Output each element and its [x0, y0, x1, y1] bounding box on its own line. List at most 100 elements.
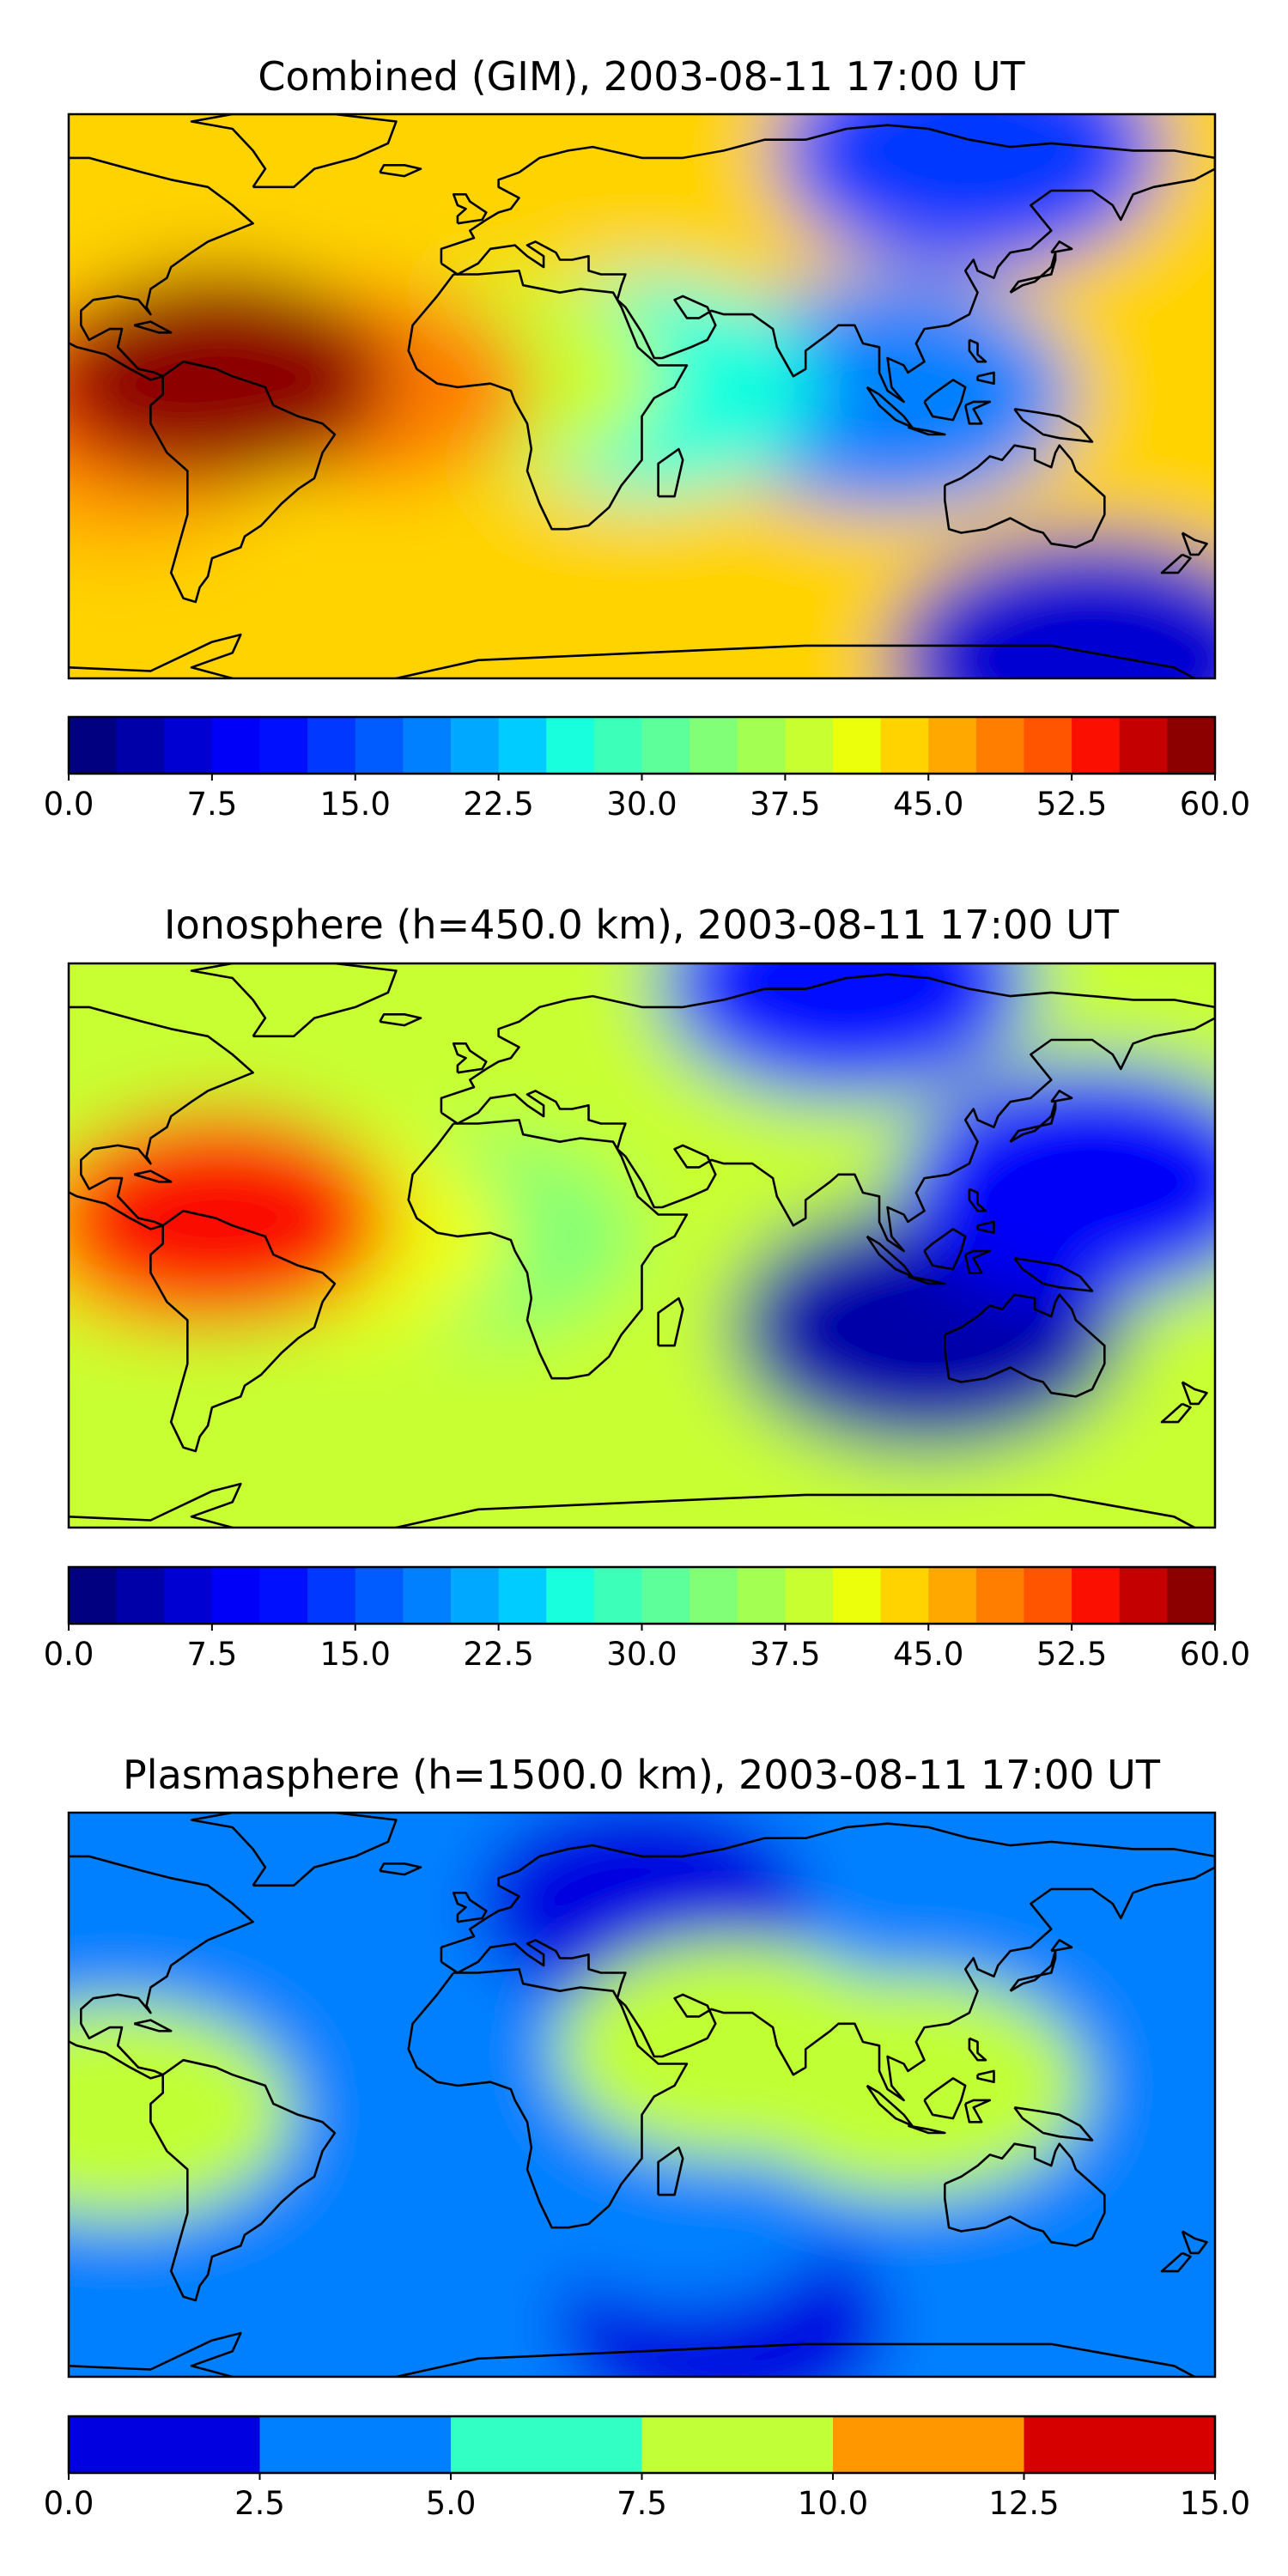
colorbar-segment — [69, 1567, 118, 1624]
colorbar-segment — [1024, 717, 1072, 774]
coastline — [944, 444, 1106, 549]
colorbar-segment — [641, 2416, 834, 2473]
field-blob — [286, 2081, 589, 2271]
colorbar-segment — [785, 1567, 834, 1624]
coastline — [379, 1862, 422, 1876]
panel-plasmasphere: Plasmasphere (h=1500.0 km), 2003-08-11 1… — [44, 1752, 1251, 2522]
coastline — [963, 1249, 992, 1274]
colorbar-tick-label: 12.5 — [988, 2485, 1059, 2522]
coastline — [69, 633, 1197, 678]
map-field — [69, 963, 1215, 1528]
panel-combined: Combined (GIM), 2003-08-11 17:00 UT 0.0 7… — [44, 53, 1251, 823]
colorbar-segment — [403, 717, 452, 774]
colorbar-segment — [164, 1567, 213, 1624]
colorbar-tick-label: 7.5 — [617, 2485, 667, 2522]
colorbar-segment — [833, 1567, 882, 1624]
colorbar-tick-label: 45.0 — [893, 1636, 963, 1673]
coastline — [1160, 1402, 1192, 1424]
coastline — [1050, 240, 1073, 254]
coastline — [407, 270, 689, 531]
colorbar-tick-label: 52.5 — [1036, 1636, 1107, 1673]
colorbar-segment — [164, 717, 213, 774]
colorbar-tick-label: 0.0 — [44, 1636, 94, 1673]
coastline — [907, 1275, 946, 1285]
colorbar-segment — [1119, 717, 1168, 774]
colorbar-segment — [69, 2416, 261, 2473]
coastline — [1050, 1939, 1073, 1953]
colorbar-segment — [116, 1567, 165, 1624]
coastline — [133, 2019, 173, 2032]
colorbar-segment — [593, 717, 643, 774]
coastline — [452, 1042, 488, 1074]
coastline-layer — [69, 963, 1215, 1528]
coastline — [149, 360, 337, 604]
colorbar-segment — [355, 1567, 404, 1624]
coastline-layer — [69, 1813, 1215, 2377]
coastline — [907, 426, 946, 436]
coastline — [1013, 1257, 1094, 1292]
coastline — [69, 1855, 254, 2080]
colorbar-segment — [1072, 1567, 1121, 1624]
coastline — [69, 156, 254, 381]
coastline — [968, 1188, 987, 1212]
coastline — [190, 963, 398, 1038]
colorbar: 0.0 7.5 15.0 22.5 30.0 37.5 45.0 52.5 60.0 — [44, 715, 1250, 823]
colorbar-segment — [690, 717, 738, 774]
coastline — [1050, 1090, 1073, 1103]
colorbar-segment — [307, 1567, 356, 1624]
colorbar-segment — [498, 717, 547, 774]
colorbar-segment — [975, 1567, 1025, 1624]
colorbar-tick-label: 60.0 — [1180, 1636, 1250, 1673]
field-blob — [889, 532, 1215, 678]
colorbar-segment — [355, 717, 404, 774]
colorbar-tick-label: 10.0 — [798, 2485, 868, 2522]
colorbar-tick-label: 0.0 — [44, 786, 94, 823]
coastline — [968, 338, 987, 363]
colorbar-segment — [451, 717, 500, 774]
colorbar-segment — [1024, 2416, 1216, 2473]
colorbar-tick-label: 45.0 — [893, 786, 963, 823]
colorbar-tick-label: 52.5 — [1036, 786, 1107, 823]
coastline — [407, 1968, 689, 2229]
coastline — [923, 379, 967, 422]
colorbar-segment — [259, 1567, 308, 1624]
colorbar-segment — [593, 1567, 643, 1624]
colorbar-tick-label: 15.0 — [320, 1636, 391, 1673]
coastline — [407, 1119, 689, 1380]
colorbar-segment — [785, 717, 834, 774]
colorbar-tick-label: 15.0 — [320, 786, 391, 823]
colorbar-tick-label: 22.5 — [463, 786, 533, 823]
coastline — [1009, 1949, 1057, 1992]
coastline — [907, 2124, 946, 2135]
colorbar-segment — [211, 1567, 261, 1624]
colorbar-tick-label: 22.5 — [463, 1636, 533, 1673]
colorbar-tick-label: 5.0 — [426, 2485, 477, 2522]
colorbar-segment — [1072, 717, 1121, 774]
field-blob — [69, 270, 391, 483]
colorbar-segment — [259, 2416, 452, 2473]
colorbar-segment — [641, 717, 690, 774]
colorbar-segment — [259, 717, 308, 774]
colorbar-segment — [403, 1567, 452, 1624]
coastline — [69, 1005, 254, 1230]
colorbar-tick-label: 37.5 — [750, 1636, 820, 1673]
colorbar-segment — [928, 717, 977, 774]
coastline — [976, 1220, 995, 1234]
coastline — [69, 2331, 1197, 2377]
colorbar-segment — [690, 1567, 738, 1624]
coastline — [190, 114, 398, 189]
colorbar-segment — [546, 717, 595, 774]
map-field — [69, 114, 1215, 678]
coastline — [657, 1297, 684, 1347]
coastline — [963, 400, 992, 425]
coastline — [923, 1228, 967, 1271]
field-blob — [730, 1974, 1086, 2197]
coastline — [133, 320, 173, 334]
coastline — [440, 124, 1215, 404]
colorbar-segment — [641, 1567, 690, 1624]
colorbar-segment — [1167, 1567, 1216, 1624]
map-frame — [67, 112, 1217, 680]
coastline — [452, 1892, 488, 1923]
colorbar-segment — [737, 717, 786, 774]
colorbar-segment — [1167, 717, 1216, 774]
